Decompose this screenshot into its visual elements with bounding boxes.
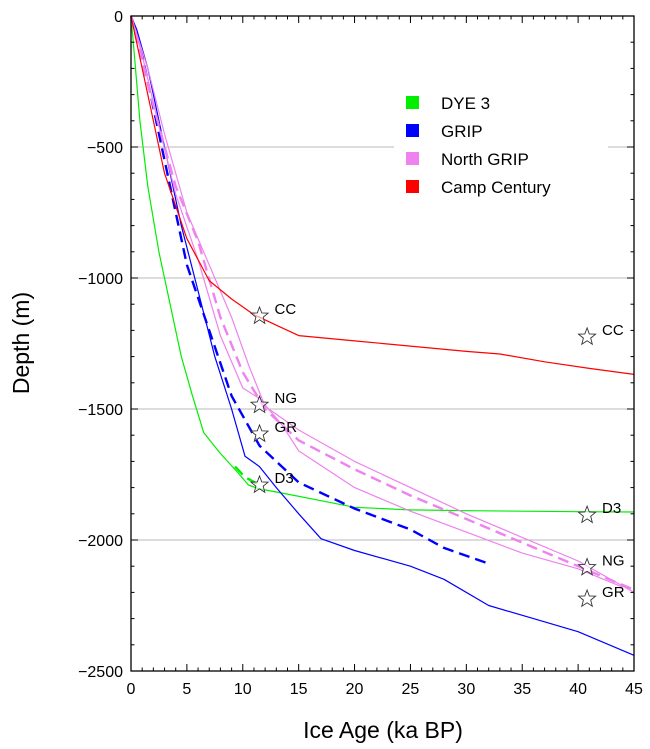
- legend-label: North GRIP: [441, 150, 529, 169]
- y-tick-label: 0: [114, 9, 123, 26]
- star-marker: [577, 504, 597, 524]
- series-line: [130, 15, 635, 593]
- x-tick-label: 35: [513, 681, 531, 698]
- star-label: GR: [602, 584, 625, 601]
- star-label: D3: [275, 470, 294, 487]
- x-tick-label: 15: [290, 681, 308, 698]
- y-axis-title: Depth (m): [8, 292, 34, 394]
- legend-swatch: [406, 152, 419, 165]
- star-label: NG: [275, 390, 298, 407]
- x-tick-label: 45: [625, 681, 643, 698]
- star-label: CC: [602, 322, 624, 339]
- star-label: CC: [275, 301, 297, 318]
- x-tick-label: 20: [346, 681, 364, 698]
- legend-label: DYE 3: [441, 94, 490, 113]
- y-tick-label: −2500: [78, 664, 123, 681]
- series-line: [130, 15, 635, 375]
- series-line: [130, 15, 635, 513]
- legend: DYE 3 GRIP North GRIP Camp Century: [394, 86, 608, 202]
- x-tick-label: 10: [234, 681, 252, 698]
- star-label: NG: [602, 553, 625, 570]
- legend-swatch: [406, 124, 419, 137]
- plot-frame-border: [130, 15, 635, 672]
- x-axis-title: Ice Age (ka BP): [303, 717, 463, 743]
- legend-swatch: [406, 96, 419, 109]
- legend-swatch: [406, 180, 419, 193]
- annotations: CC NG GR D3 CC D3 NG GR: [249, 301, 625, 608]
- y-tick-label: −1000: [78, 271, 123, 288]
- x-tick-label: 30: [457, 681, 475, 698]
- series-line: [129, 15, 635, 591]
- y-tick-label: −2000: [78, 533, 123, 550]
- y-tick-label: −1500: [78, 402, 123, 419]
- y-tick-label: −500: [87, 140, 123, 157]
- series-line: [130, 15, 624, 588]
- legend-label: GRIP: [441, 122, 483, 141]
- star-marker: [249, 394, 270, 414]
- star-marker: [249, 423, 270, 443]
- legend-box: [394, 86, 608, 202]
- x-tick-label: 0: [127, 681, 136, 698]
- series-lines: [129, 15, 635, 656]
- x-tick-label: 5: [182, 681, 191, 698]
- star-marker: [249, 474, 270, 494]
- x-tick-label: 40: [569, 681, 587, 698]
- star-marker: [577, 588, 597, 608]
- x-tick-label: 25: [402, 681, 420, 698]
- plot-frame: [130, 15, 635, 672]
- star-label: D3: [602, 500, 621, 517]
- legend-label: Camp Century: [441, 178, 551, 197]
- star-marker: [577, 557, 597, 576]
- star-marker: [249, 305, 270, 325]
- star-marker: [577, 326, 597, 346]
- star-label: GR: [275, 419, 298, 436]
- axis-ticks: 0 5 10 15 20 25 30 35 40 45 0 −500 −1000 −1500 −2000 −2…: [78, 9, 643, 698]
